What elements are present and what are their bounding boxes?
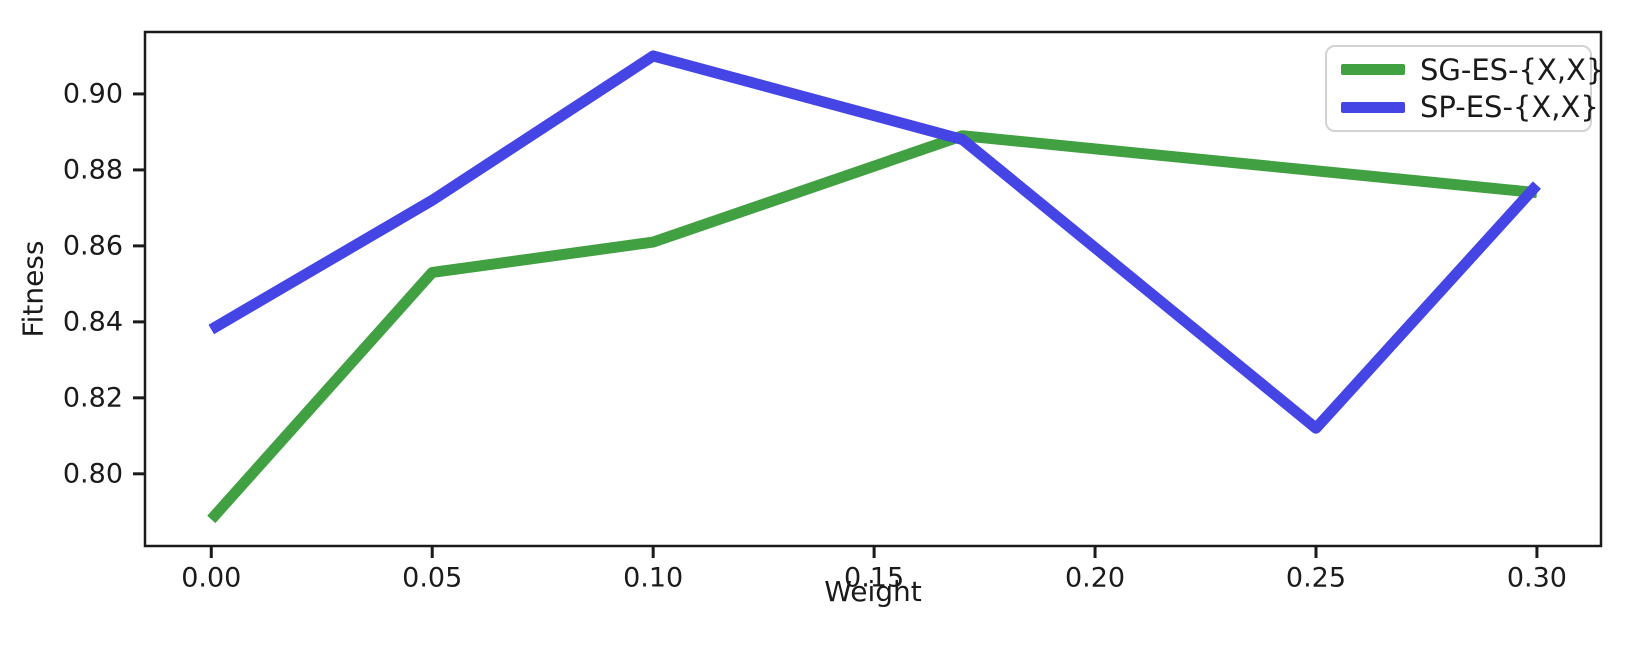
x-tick-label: 0.20: [1065, 563, 1125, 594]
y-tick-label: 0.80: [63, 458, 123, 489]
legend: SG-ES-{X,X} SP-ES-{X,X}: [1325, 45, 1604, 132]
legend-label: SP-ES-{X,X}: [1420, 90, 1599, 125]
x-axis-label: Weight: [824, 575, 922, 608]
x-tick-label: 0.10: [623, 563, 683, 594]
y-tick-label: 0.90: [63, 78, 123, 109]
y-tick-label: 0.84: [63, 306, 123, 337]
legend-swatch-0: [1341, 64, 1405, 76]
y-axis-label: Fitness: [16, 240, 50, 338]
series-line-1: [208, 50, 1541, 434]
x-tick-label: 0.15: [844, 563, 904, 594]
legend-label: SG-ES-{X,X}: [1420, 52, 1605, 87]
x-tick-label: 0.00: [181, 563, 241, 594]
series-line-0: [207, 130, 1538, 524]
x-tick-label: 0.05: [402, 563, 462, 594]
y-tick-label: 0.88: [63, 154, 123, 185]
y-tick-label: 0.82: [63, 382, 123, 413]
legend-swatch-1: [1341, 101, 1405, 113]
y-tick-label: 0.86: [63, 230, 123, 261]
legend-item: SG-ES-{X,X}: [1341, 53, 1604, 87]
legend-item: SP-ES-{X,X}: [1341, 90, 1599, 124]
x-tick-label: 0.30: [1507, 563, 1567, 594]
x-tick-label: 0.25: [1286, 563, 1346, 594]
